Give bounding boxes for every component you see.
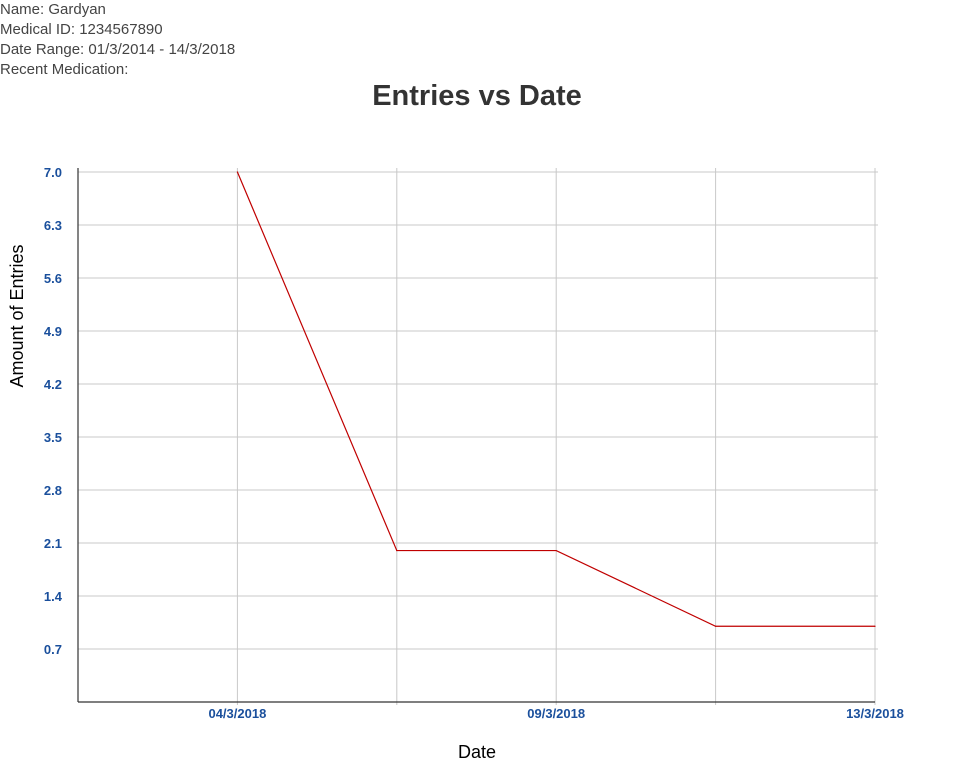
y-tick-label: 7.0 [44,165,62,180]
patient-info: Name: Gardyan Medical ID: 1234567890 Dat… [0,0,235,80]
y-tick-label: 1.4 [44,589,63,604]
data-point [236,171,238,173]
y-tick-label: 6.3 [44,218,62,233]
ticks-layer: 0.7 1.4 2.1 2.8 3.5 4.2 4.9 5.6 6.3 7.0 04/3/2018 0… [44,165,904,721]
y-tick-label: 3.5 [44,430,62,445]
y-tick-label: 2.1 [44,536,62,551]
data-point [396,549,398,552]
axes-layer [77,168,875,703]
series-layer [236,171,876,627]
chart-title: Entries vs Date [372,80,582,112]
y-axis-label: Amount of Entries [7,244,27,387]
grid-layer [78,168,878,705]
x-tick-label: 04/3/2018 [208,706,266,721]
data-point [555,549,557,552]
data-point [874,625,876,627]
x-tick-label: 09/3/2018 [527,706,585,721]
data-point [715,625,717,627]
y-tick-label: 0.7 [44,642,62,657]
x-tick-label: 13/3/2018 [846,706,904,721]
y-tick-label: 4.2 [44,377,62,392]
recent-medication: Recent Medication: [0,61,129,78]
y-tick-label: 4.9 [44,324,62,339]
y-tick-label: 5.6 [44,271,62,286]
date-range: Date Range: 01/3/2014 - 14/3/2018 [0,41,236,58]
patient-name: Name: Gardyan [0,1,106,18]
x-axis-label: Date [458,742,496,762]
y-tick-label: 2.8 [44,483,62,498]
medical-id: Medical ID: 1234567890 [0,21,163,38]
